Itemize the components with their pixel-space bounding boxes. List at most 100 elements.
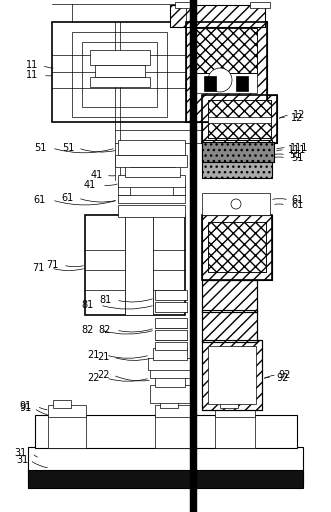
Bar [202,193,270,215]
Circle shape [208,68,232,92]
Bar [115,155,187,167]
Bar [173,185,185,195]
Bar [190,0,197,512]
Bar [202,142,274,162]
Text: 91: 91 [20,401,32,411]
Bar [118,205,185,217]
Text: 61: 61 [62,193,74,203]
Text: 22: 22 [97,370,109,380]
Bar [186,22,267,122]
Text: 61: 61 [292,195,304,205]
Text: 111: 111 [288,145,306,155]
Bar [202,340,262,410]
Bar [250,2,270,8]
Bar [202,215,272,280]
Bar [208,117,271,123]
Bar [202,280,257,312]
Bar [208,222,266,272]
Bar [202,310,257,342]
Circle shape [231,199,241,209]
Bar [52,22,267,122]
Text: 31: 31 [16,455,28,465]
Text: 21: 21 [97,352,109,362]
Bar [186,22,267,122]
Bar [202,95,277,143]
Text: 41: 41 [91,170,103,180]
Text: 31: 31 [14,448,26,458]
Bar [215,405,255,417]
Bar [130,155,175,167]
Bar [202,280,257,312]
Text: 71: 71 [46,260,58,270]
Text: 81: 81 [82,300,94,310]
Bar [53,400,71,408]
Text: 81: 81 [99,295,111,305]
Bar [150,368,190,378]
Text: 51: 51 [291,153,303,163]
Bar [85,215,185,315]
Bar [215,415,255,448]
Text: 71: 71 [32,263,44,273]
Bar [208,346,256,404]
Bar [202,215,272,280]
Bar [148,358,192,370]
Text: 51: 51 [34,143,46,153]
Text: 12: 12 [293,110,305,120]
Bar [35,415,297,448]
Bar [170,5,265,27]
Text: 92: 92 [279,370,291,380]
Bar [208,100,271,138]
Bar [202,95,277,143]
Bar [153,348,187,360]
Bar [72,32,167,117]
Bar [95,65,145,77]
Bar [202,142,274,162]
Bar [204,76,216,91]
Bar [208,222,266,272]
Bar [202,140,272,178]
Bar [202,310,257,342]
Text: 11: 11 [26,60,38,70]
Bar [155,342,187,350]
Bar [155,405,193,417]
Bar [236,76,248,91]
Bar [150,385,190,403]
Bar [48,405,86,417]
Text: 92: 92 [277,373,289,383]
Text: 12: 12 [291,113,303,123]
Bar [175,2,195,8]
Bar [170,5,265,27]
Bar [125,165,180,177]
Text: 41: 41 [84,180,96,190]
Text: 51: 51 [62,143,74,153]
Bar [82,42,157,107]
Text: 51: 51 [289,150,301,160]
Bar [155,415,193,448]
Bar [118,185,130,195]
Text: 111: 111 [290,143,308,153]
Bar [196,73,257,93]
Text: 21: 21 [87,350,99,360]
Bar [155,302,187,312]
Text: 61: 61 [34,195,46,205]
Bar [196,28,257,73]
Text: 61: 61 [291,200,303,210]
Bar [118,195,185,203]
Bar [196,28,257,73]
Bar [202,140,272,178]
Bar [202,340,262,410]
Bar [155,318,187,328]
Bar [118,175,185,187]
Bar [48,415,86,448]
Bar [155,375,185,387]
Bar [208,100,271,138]
Bar [90,77,150,87]
Bar [90,50,150,65]
Bar [160,400,178,408]
Bar [118,140,185,155]
Bar [28,447,303,485]
Bar [220,400,238,408]
Bar [155,290,187,300]
Bar [155,330,187,340]
Text: 91: 91 [20,403,32,413]
